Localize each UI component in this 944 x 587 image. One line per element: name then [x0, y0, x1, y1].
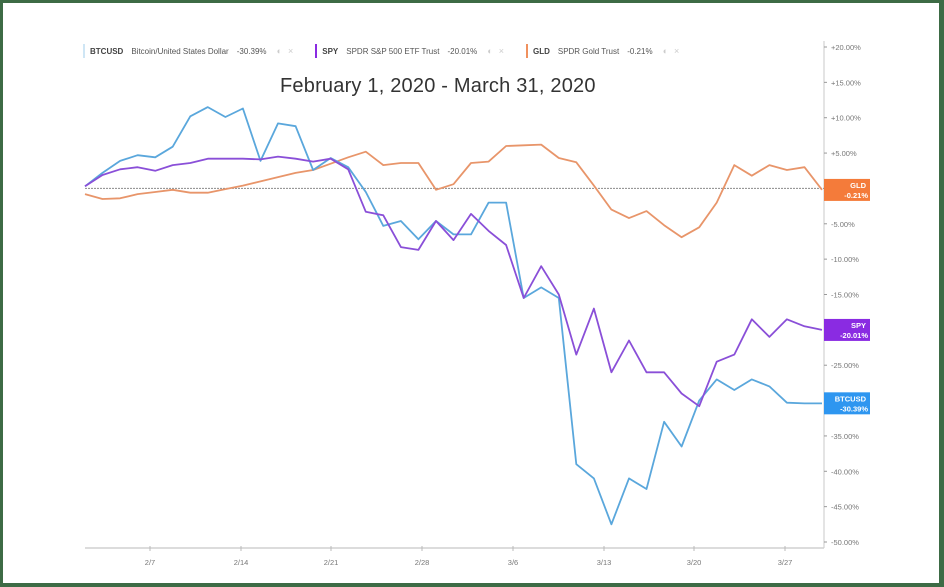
series-line-spy: [84, 155, 823, 408]
legend-symbol: SPY: [322, 46, 339, 56]
legend-value: -0.21%: [627, 46, 653, 56]
y-tick-label: -35.00%: [831, 432, 859, 441]
svg-text:GLD: GLD: [850, 181, 866, 190]
x-tick-label: 2/21: [324, 558, 339, 567]
y-tick-label: +20.00%: [831, 43, 861, 52]
y-tick-label: -5.00%: [831, 220, 855, 229]
legend-symbol: GLD: [532, 46, 550, 56]
y-tick-label: -15.00%: [831, 291, 859, 300]
legend-name: Bitcoin/United States Dollar: [131, 46, 229, 56]
legend-color-bar: [525, 44, 528, 58]
svg-text:-0.21%: -0.21%: [844, 191, 868, 200]
legend-item-spy[interactable]: SPY SPDR S&P 500 ETF Trust -20.01% ◐ ×: [315, 44, 510, 58]
visibility-icon[interactable]: ◐: [662, 46, 669, 56]
line-chart: +20.00% +15.00% +10.00% +5.00% -5.00% -10.00%…: [84, 41, 870, 567]
y-tick-label: +10.00%: [831, 114, 861, 123]
legend: BTCUSD Bitcoin/United States Dollar -30.…: [83, 43, 701, 59]
legend-item-btcusd[interactable]: BTCUSD Bitcoin/United States Dollar -30.…: [83, 44, 299, 58]
visibility-icon[interactable]: ◐: [276, 46, 282, 56]
series-line-btcusd: [84, 106, 822, 526]
y-tick-label: -50.00%: [831, 538, 859, 547]
legend-color-bar: [315, 44, 318, 58]
legend-value: -20.01%: [447, 46, 478, 56]
close-icon[interactable]: ×: [498, 46, 504, 56]
legend-name: SPDR S&P 500 ETF Trust: [346, 46, 440, 56]
price-badge-gld: GLD-0.21%: [824, 178, 870, 201]
y-tick-label: +5.00%: [831, 149, 857, 158]
legend-color-bar: [83, 44, 85, 58]
visibility-icon[interactable]: ◐: [487, 46, 493, 56]
close-icon[interactable]: ×: [287, 46, 294, 56]
svg-text:-30.39%: -30.39%: [840, 404, 868, 413]
x-tick-label: 3/13: [597, 558, 612, 567]
y-tick-label: -40.00%: [831, 467, 859, 476]
series-line-gld: [84, 143, 823, 239]
chart-frame: BTCUSD Bitcoin/United States Dollar -30.…: [3, 3, 939, 583]
y-tick-label: -10.00%: [831, 255, 859, 264]
svg-text:-20.01%: -20.01%: [840, 331, 868, 340]
price-badge-btcusd: BTCUSD-30.39%: [824, 392, 870, 415]
close-icon[interactable]: ×: [674, 46, 680, 56]
legend-item-gld[interactable]: GLD SPDR Gold Trust -0.21% ◐ ×: [525, 44, 685, 58]
legend-value: -30.39%: [236, 46, 267, 56]
x-tick-label: 2/14: [234, 558, 249, 567]
x-tick-label: 3/27: [778, 558, 793, 567]
x-tick-label: 2/7: [145, 558, 155, 567]
legend-symbol: BTCUSD: [90, 46, 124, 56]
y-tick-label: -25.00%: [831, 361, 859, 370]
legend-name: SPDR Gold Trust: [557, 46, 620, 56]
y-tick-label: +15.00%: [831, 78, 861, 87]
y-tick-label: -45.00%: [831, 503, 859, 512]
x-tick-label: 2/28: [415, 558, 430, 567]
svg-text:BTCUSD: BTCUSD: [835, 394, 867, 403]
svg-text:SPY: SPY: [851, 321, 866, 330]
x-tick-label: 3/6: [508, 558, 518, 567]
x-tick-label: 3/20: [687, 558, 702, 567]
chart-title: February 1, 2020 - March 31, 2020: [280, 75, 596, 97]
price-badge-spy: SPY-20.01%: [824, 318, 870, 341]
